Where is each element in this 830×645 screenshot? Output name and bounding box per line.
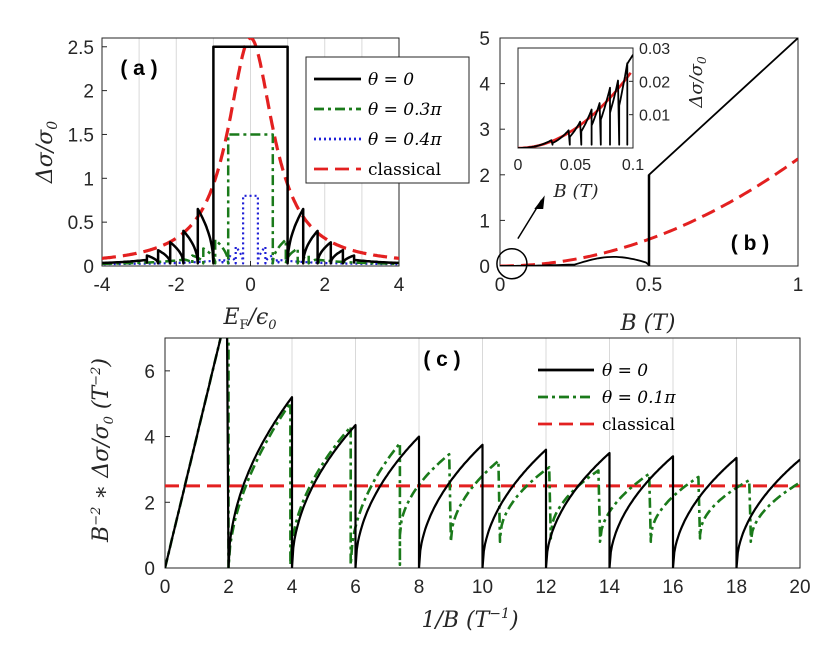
x-tick-label: 20: [789, 577, 810, 598]
panel-label-c: ( c ): [423, 348, 460, 371]
inset-x-tick-label: 0.1: [622, 157, 644, 174]
x-tick-label: 8: [414, 577, 425, 598]
x-tick-label: -4: [94, 275, 111, 296]
panel-b: 0 0.5 1 0 1 2 3 4 5 ( b ) B (T) 0 0.05 0.1 0.01 0.02 0.0…: [479, 29, 803, 336]
x-tick-label: 0: [160, 577, 171, 598]
x-tick-label: 2: [223, 577, 234, 598]
panel-label-b: ( b ): [731, 232, 769, 255]
x-tick-label: 0.5: [636, 275, 662, 296]
y-tick-label: 0: [479, 257, 490, 278]
x-axis-label: EF/ϵ0: [222, 305, 276, 333]
x-tick-label: 4: [287, 577, 298, 598]
inset-x-tick-label: 0.05: [560, 157, 591, 174]
y-tick-label: 1: [83, 169, 94, 190]
y-tick-label: 0: [144, 559, 155, 580]
y-tick-label: 1: [479, 211, 490, 232]
y-tick-label: 3: [479, 120, 490, 141]
x-tick-label: 12: [535, 577, 556, 598]
series-line-theta-0: [500, 38, 798, 266]
y-axis-label: B−2 ∗ Δσ/σ0 (T−2): [89, 358, 117, 543]
inset-y-tick-label: 0.02: [639, 74, 670, 91]
x-tick-label: 6: [350, 577, 361, 598]
inset-frame: [517, 47, 634, 149]
y-tick-label: 2: [144, 493, 155, 514]
legend-label: classical: [602, 415, 675, 435]
x-tick-label: -2: [168, 275, 185, 296]
panel-label-a: ( a ): [120, 57, 157, 80]
x-tick-label: 0: [245, 275, 256, 296]
panel-c: 0 2 4 6 8 10 12 14 16 18 20 0 2 4 6 θ = 0 θ = 0.1π classi…: [89, 337, 811, 633]
y-tick-label: 5: [479, 29, 490, 50]
zoom-circle: [496, 247, 528, 280]
y-tick-label: 1.5: [68, 125, 94, 146]
legend-label: θ = 0.1π: [602, 388, 676, 408]
y-tick-label: 4: [144, 428, 155, 449]
y-axis-label: Δσ/σ0: [33, 121, 61, 184]
x-tick-label: 0: [495, 275, 506, 296]
x-tick-label: 16: [662, 577, 683, 598]
legend-label: classical: [368, 160, 441, 180]
inset-y-tick-label: 0.01: [639, 108, 670, 125]
y-tick-label: 4: [479, 75, 490, 96]
inset-y-tick-label: 0.03: [639, 41, 670, 58]
inset-x-axis-label: B (T): [553, 181, 599, 202]
inset-x-tick-label: 0: [514, 157, 523, 174]
x-tick-label: 1: [793, 275, 804, 296]
series-line-theta-0: [102, 45, 399, 265]
legend-label: θ = 0.3π: [368, 100, 442, 120]
x-axis-label: 1/B (T−1): [421, 606, 518, 633]
x-tick-label: 2: [319, 275, 330, 296]
legend-label: θ = 0: [368, 70, 414, 90]
x-tick-label: 18: [726, 577, 747, 598]
y-tick-label: 0.5: [68, 213, 94, 234]
y-tick-label: 6: [144, 362, 155, 383]
y-tick-label: 0: [83, 257, 94, 278]
x-axis-label: B (T): [620, 311, 676, 336]
y-tick-label: 2: [479, 166, 490, 187]
legend-label: θ = 0: [602, 361, 648, 381]
series-line-theta-0.4pi: [103, 194, 398, 266]
legend-label: θ = 0.4π: [368, 130, 442, 150]
x-tick-label: 4: [394, 275, 405, 296]
series-line-theta-0: [165, 338, 800, 568]
x-tick-label: 14: [599, 577, 621, 598]
zoom-arrow-head: [534, 195, 545, 209]
panel-a: -4 -2 0 2 4 0 0.5 1 1.5 2 2.5 θ = 0 θ = 0.3π θ = 0.4π…: [33, 37, 470, 333]
x-tick-label: 10: [472, 577, 493, 598]
inset-theta-0: [518, 54, 633, 148]
inset-y-axis-label: Δσ/σ0: [686, 56, 709, 109]
y-tick-label: 2.5: [68, 38, 94, 59]
y-tick-label: 2: [83, 82, 94, 103]
series-line-classical: [102, 38, 399, 260]
